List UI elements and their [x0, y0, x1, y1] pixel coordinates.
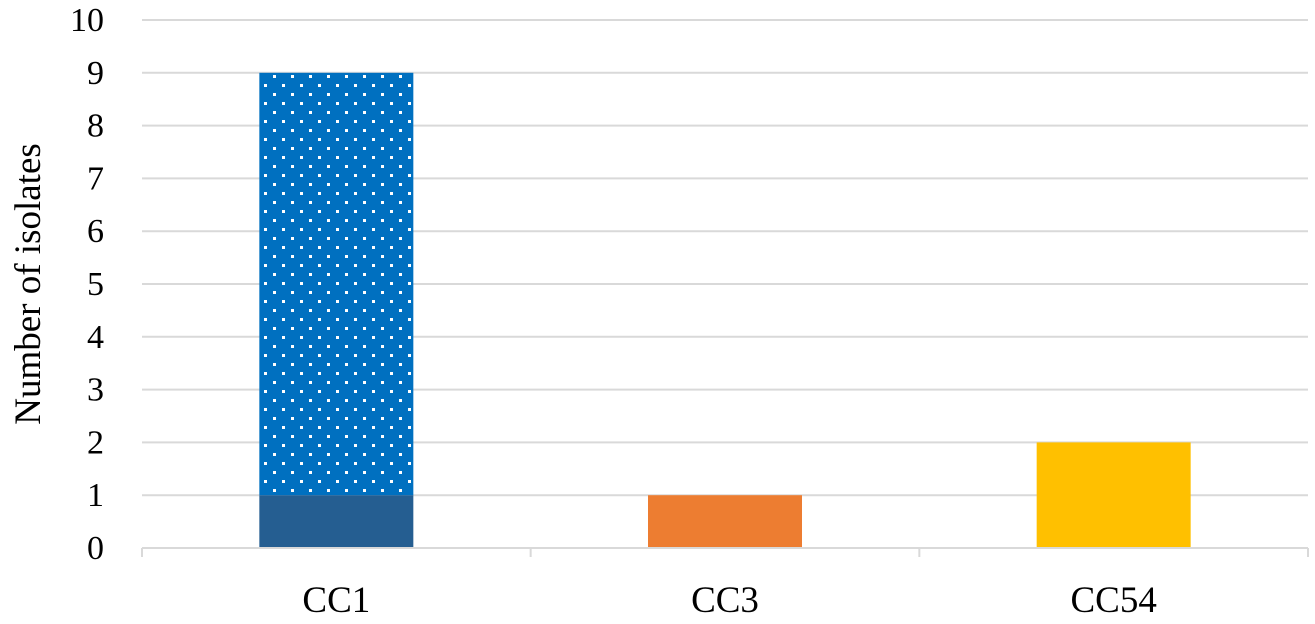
y-tick-label: 2	[87, 424, 104, 461]
y-tick-label: 8	[87, 108, 104, 145]
bar-segment-cc1	[259, 495, 414, 548]
y-tick-label: 5	[87, 266, 104, 303]
y-tick-label: 9	[87, 55, 104, 92]
x-tick-label: CC1	[302, 580, 370, 621]
y-tick-labels: 0 1 2 3 4 5 6 7 8 9 10	[70, 2, 104, 567]
x-axis	[141, 547, 1309, 557]
x-tick-labels: CC1 CC3 CC54	[302, 580, 1156, 621]
bar-segment-cc3	[648, 495, 802, 548]
x-tick-label: CC54	[1070, 580, 1156, 621]
bar-segment-cc1	[259, 72, 414, 496]
y-tick-label: 10	[70, 2, 104, 39]
x-tick-label: CC3	[691, 580, 759, 621]
y-tick-label: 0	[87, 530, 104, 567]
y-tick-label: 1	[87, 477, 104, 514]
y-tick-label: 6	[87, 213, 104, 250]
bars	[259, 72, 1191, 548]
y-tick-label: 3	[87, 372, 104, 409]
y-tick-label: 4	[87, 319, 104, 356]
y-tick-label: 7	[87, 160, 104, 197]
y-axis-title: Number of isolates	[8, 143, 49, 425]
bar-segment-cc54	[1036, 442, 1191, 548]
